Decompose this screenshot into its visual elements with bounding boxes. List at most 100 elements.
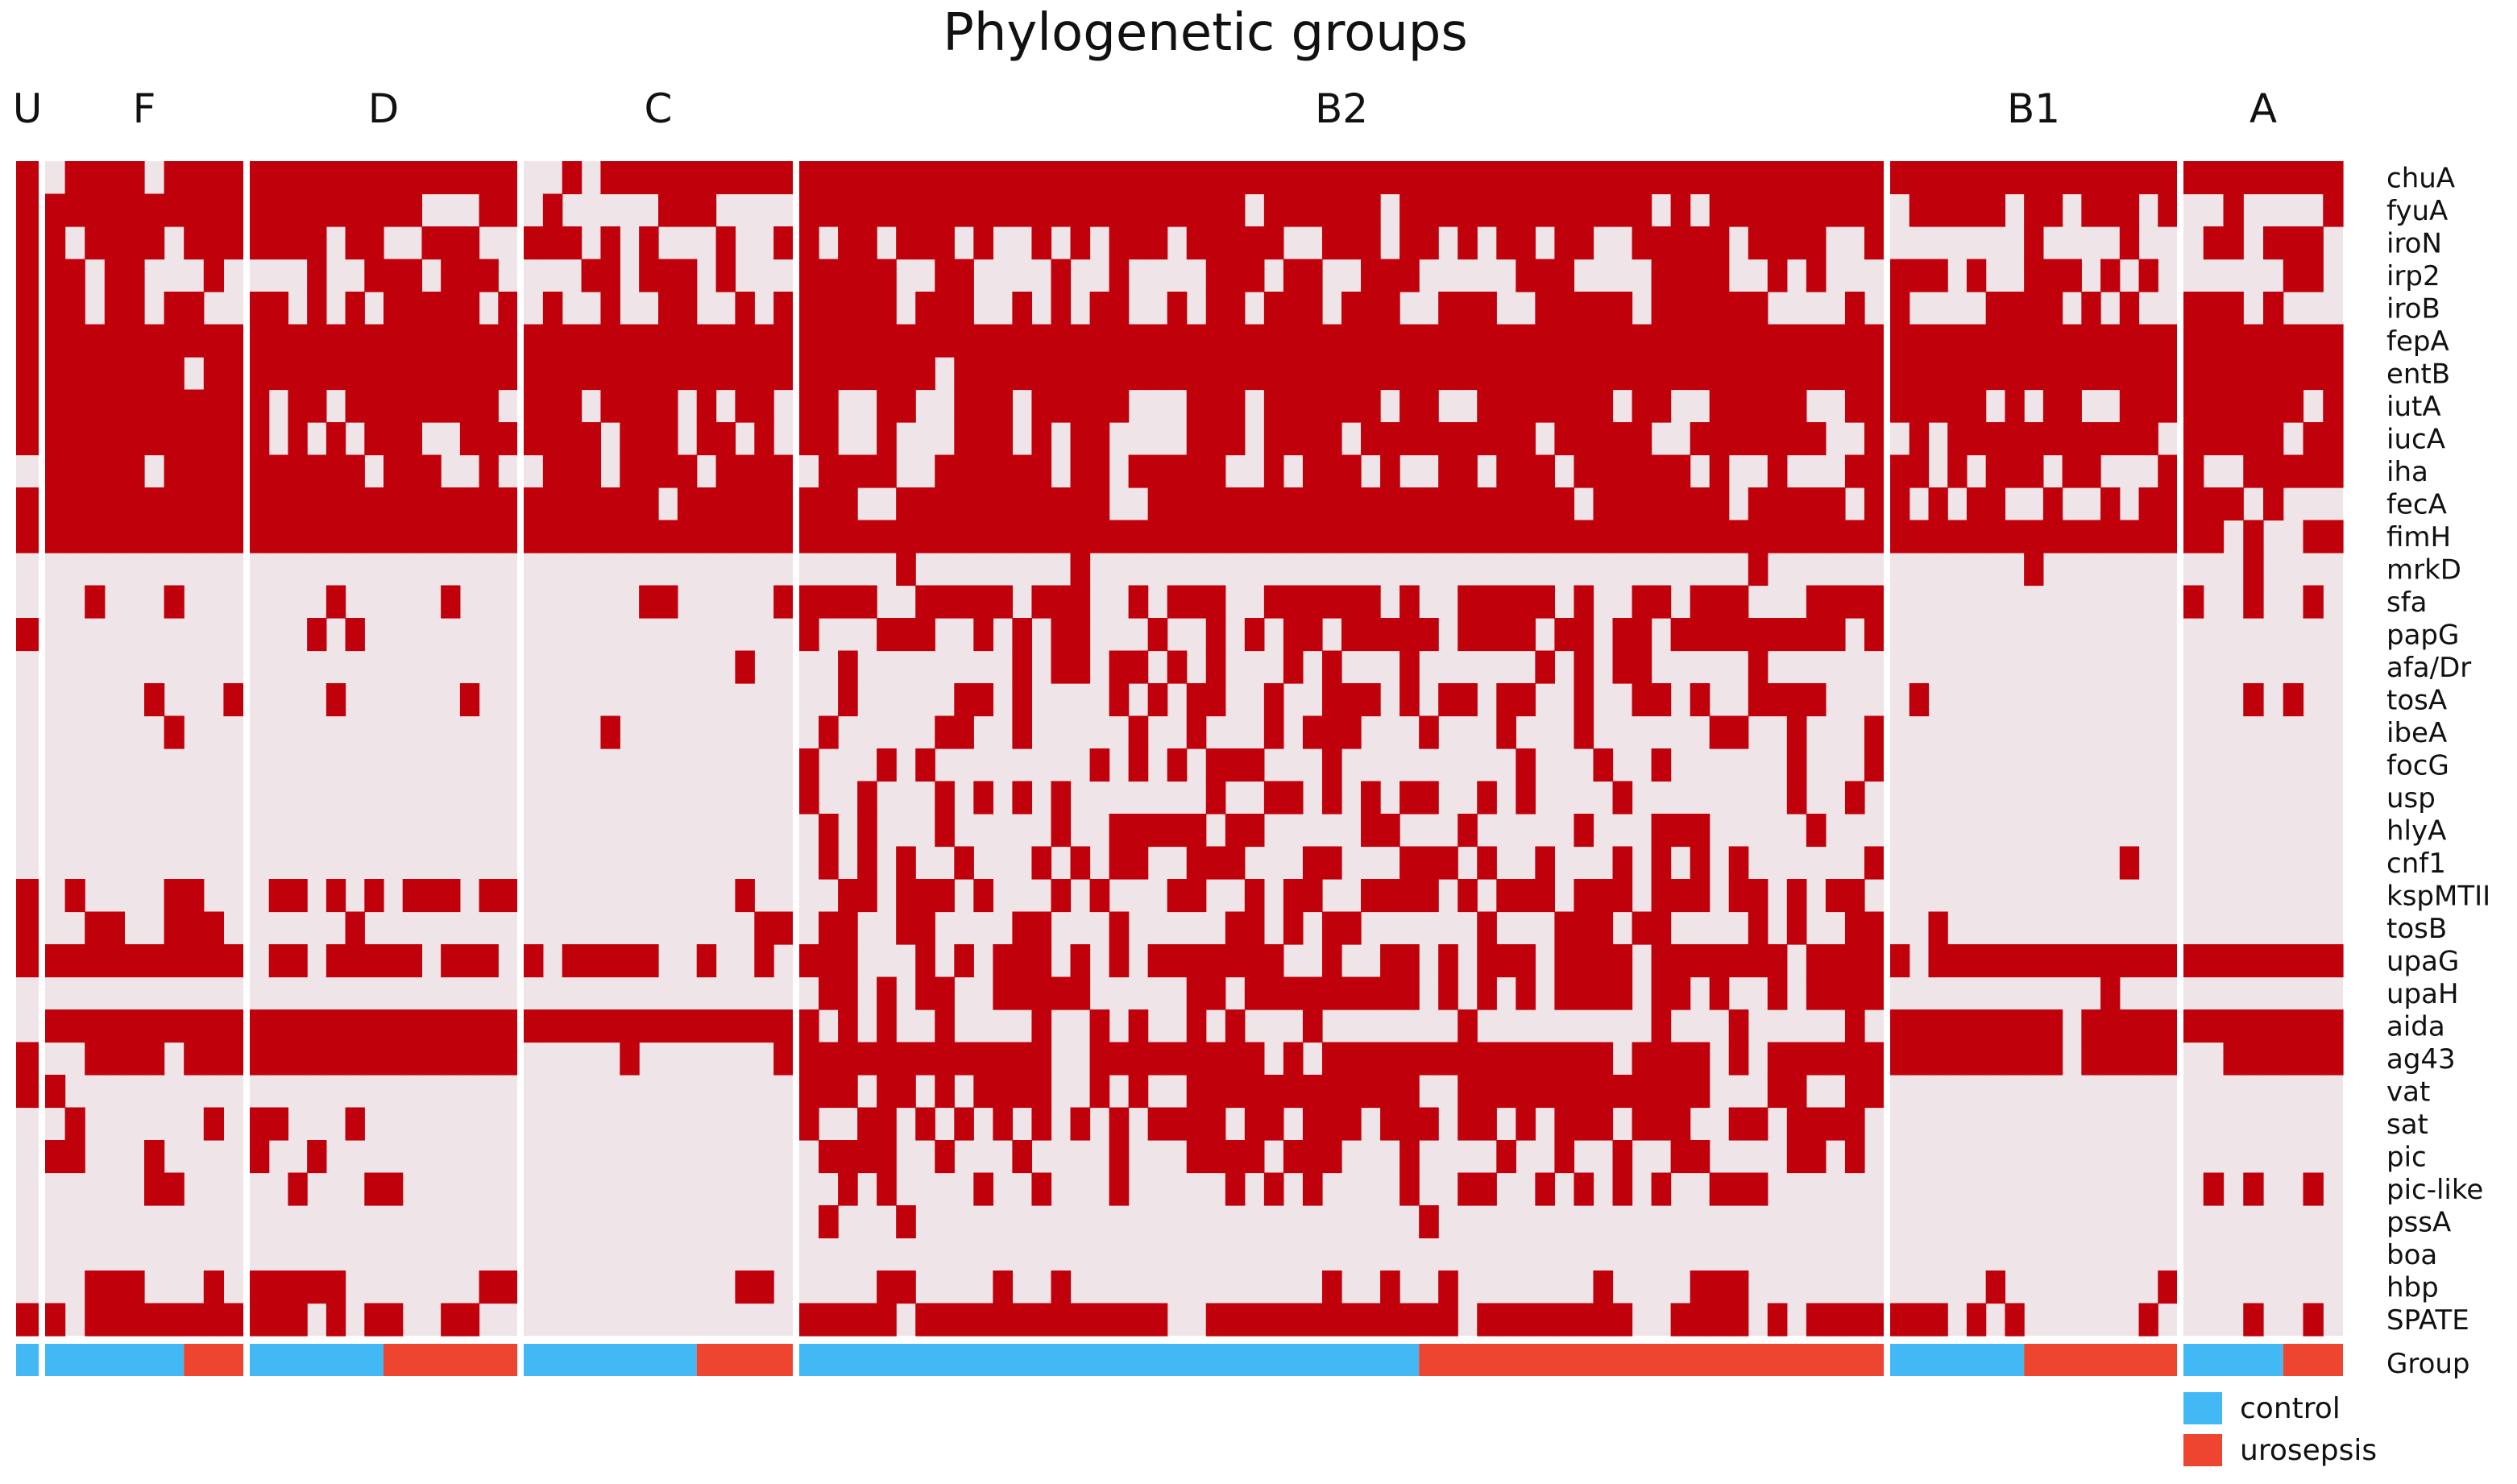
heatmap-cell [1012, 618, 1033, 652]
heatmap-cell [896, 487, 916, 521]
heatmap-cell [1632, 520, 1652, 553]
heatmap-cell [773, 585, 794, 619]
heatmap-cell [1632, 618, 1652, 652]
heatmap-cell [16, 193, 39, 227]
heatmap-cell [326, 324, 346, 358]
heatmap-cell [384, 357, 404, 391]
heatmap-cell [735, 650, 755, 684]
heatmap-cell [345, 618, 365, 652]
heatmap-cell [184, 1042, 205, 1076]
heatmap-cell [857, 324, 877, 358]
heatmap-cell [1728, 1009, 1749, 1043]
heatmap-cell [838, 292, 858, 325]
heatmap-cell [877, 1009, 897, 1043]
heatmap-cell [2042, 520, 2063, 553]
heatmap-cell [773, 1009, 794, 1043]
heatmap-cell [658, 1009, 678, 1043]
heatmap-cell [954, 846, 974, 880]
heatmap-cell [2024, 944, 2044, 978]
heatmap-cell [993, 454, 1013, 488]
heatmap-cell [1109, 650, 1130, 684]
heatmap-cell [1089, 292, 1110, 325]
heatmap-cell [819, 259, 839, 292]
heatmap-cell [1535, 879, 1555, 913]
heatmap-cell [1070, 193, 1091, 227]
heatmap-cell [1786, 1107, 1807, 1141]
heatmap-cell [1651, 324, 1672, 358]
heatmap-cell [799, 193, 819, 227]
heatmap-cell [2100, 487, 2121, 521]
heatmap-cell [1593, 193, 1614, 227]
group-bar-control-f [45, 1344, 185, 1376]
heatmap-cell [2042, 259, 2063, 292]
heatmap-cell [1947, 1009, 1968, 1043]
heatmap-cell [1147, 683, 1168, 717]
heatmap-cell [2005, 454, 2025, 488]
heatmap-cell [421, 389, 442, 423]
heatmap-cell [935, 226, 955, 260]
heatmap-cell [1283, 976, 1304, 1010]
heatmap-cell [562, 944, 583, 978]
heatmap-cell [1109, 520, 1130, 553]
heatmap-cell [1864, 1075, 1885, 1109]
heatmap-cell [307, 487, 327, 521]
heatmap-cell [1909, 520, 1930, 553]
heatmap-cell [104, 324, 125, 358]
heatmap-cell [1244, 1107, 1265, 1141]
heatmap-cell [1786, 715, 1807, 749]
heatmap-cell [877, 1107, 897, 1141]
heatmap-cell [1380, 944, 1400, 978]
heatmap-cell [1806, 324, 1827, 358]
heatmap-cell [819, 814, 839, 848]
heatmap-cell [1244, 748, 1265, 782]
heatmap-cell [1477, 1042, 1497, 1076]
heatmap-cell [1651, 911, 1672, 945]
heatmap-cell [1632, 226, 1652, 260]
heatmap-cell [288, 226, 308, 260]
heatmap-cell [1186, 683, 1207, 717]
heatmap-cell [1283, 911, 1304, 945]
heatmap-cell [203, 520, 224, 553]
heatmap-cell [799, 1009, 819, 1043]
heatmap-cell [1786, 422, 1807, 456]
heatmap-cell [64, 487, 85, 521]
heatmap-cell [2303, 1172, 2324, 1206]
heatmap-cell [819, 1042, 839, 1076]
heatmap-cell [307, 324, 327, 358]
heatmap-cell [773, 487, 794, 521]
heatmap-cell [954, 715, 974, 749]
heatmap-cell [104, 1303, 125, 1337]
heatmap-cell [2005, 1009, 2025, 1043]
heatmap-cell [754, 487, 774, 521]
heatmap-cell [1632, 650, 1652, 684]
heatmap-cell [345, 389, 365, 423]
heatmap-cell [877, 161, 897, 195]
heatmap-cell [1051, 487, 1072, 521]
heatmap-cell [2138, 487, 2158, 521]
heatmap-cell [1128, 193, 1149, 227]
heatmap-cell [1147, 454, 1168, 488]
heatmap-cell [104, 487, 125, 521]
heatmap-cell [973, 422, 993, 456]
heatmap-cell [1477, 1107, 1497, 1141]
heatmap-cell [498, 422, 518, 456]
heatmap-cell [2158, 1009, 2178, 1043]
heatmap-cell [1928, 1009, 1948, 1043]
heatmap-cell [1012, 1140, 1033, 1174]
heatmap-cell [1574, 520, 1594, 553]
heatmap-cell [1419, 846, 1439, 880]
heatmap-cell [896, 357, 916, 391]
heatmap-cell [421, 357, 442, 391]
heatmap-cell [184, 226, 205, 260]
heatmap-cell [1438, 454, 1458, 488]
heatmap-cell [402, 292, 423, 325]
heatmap-cell [1438, 193, 1458, 227]
heatmap-cell [384, 1303, 404, 1337]
heatmap-cell [1244, 814, 1265, 848]
heatmap-cell [1283, 357, 1304, 391]
heatmap-cell [2323, 422, 2344, 456]
heatmap-cell [364, 389, 384, 423]
heatmap-cell [2223, 1009, 2244, 1043]
group-label-d: D [368, 85, 400, 132]
heatmap-cell [1051, 1271, 1072, 1304]
